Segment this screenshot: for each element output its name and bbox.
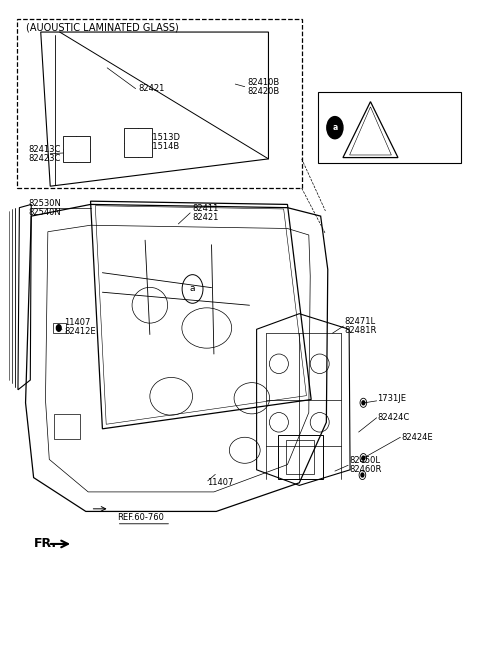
Text: 82481R: 82481R xyxy=(344,326,377,335)
Bar xyxy=(287,440,314,474)
Text: 82412E: 82412E xyxy=(64,327,96,337)
Text: 11407: 11407 xyxy=(207,478,233,487)
Text: 81514B: 81514B xyxy=(147,142,180,151)
Bar xyxy=(54,414,80,439)
Text: 82530N: 82530N xyxy=(29,199,62,207)
Circle shape xyxy=(362,401,365,405)
Text: 82413C: 82413C xyxy=(29,144,61,154)
Text: REF.60-760: REF.60-760 xyxy=(117,514,164,522)
Text: 82420B: 82420B xyxy=(247,87,279,96)
Circle shape xyxy=(56,325,61,331)
Circle shape xyxy=(327,117,343,138)
Text: FR.: FR. xyxy=(34,537,57,550)
FancyBboxPatch shape xyxy=(318,92,461,163)
Text: 82460R: 82460R xyxy=(349,465,382,474)
Bar xyxy=(124,129,152,157)
Text: 82423C: 82423C xyxy=(29,154,61,163)
Circle shape xyxy=(361,473,364,477)
Circle shape xyxy=(362,456,365,460)
Text: 82411: 82411 xyxy=(192,204,219,213)
Bar xyxy=(53,323,66,333)
Bar xyxy=(63,136,90,162)
Text: 11407: 11407 xyxy=(64,318,91,327)
Text: 82424E: 82424E xyxy=(401,433,433,441)
Text: 82410B: 82410B xyxy=(247,77,279,87)
Text: 82471L: 82471L xyxy=(344,317,375,326)
Text: a: a xyxy=(190,285,195,293)
Text: 82421: 82421 xyxy=(192,213,219,222)
Circle shape xyxy=(65,138,69,144)
Bar xyxy=(278,435,323,479)
Text: 82424C: 82424C xyxy=(378,413,410,422)
Text: 96111A: 96111A xyxy=(363,123,398,132)
Text: (AUOUSTIC LAMINATED GLASS): (AUOUSTIC LAMINATED GLASS) xyxy=(26,22,179,33)
Text: 81513D: 81513D xyxy=(147,133,180,142)
Text: a: a xyxy=(332,123,337,132)
Text: 82421: 82421 xyxy=(138,84,164,93)
Text: 82540N: 82540N xyxy=(29,208,61,216)
Text: 1731JE: 1731JE xyxy=(378,394,407,403)
Text: 82450L: 82450L xyxy=(349,456,380,465)
Circle shape xyxy=(84,138,88,144)
Bar xyxy=(17,19,301,188)
